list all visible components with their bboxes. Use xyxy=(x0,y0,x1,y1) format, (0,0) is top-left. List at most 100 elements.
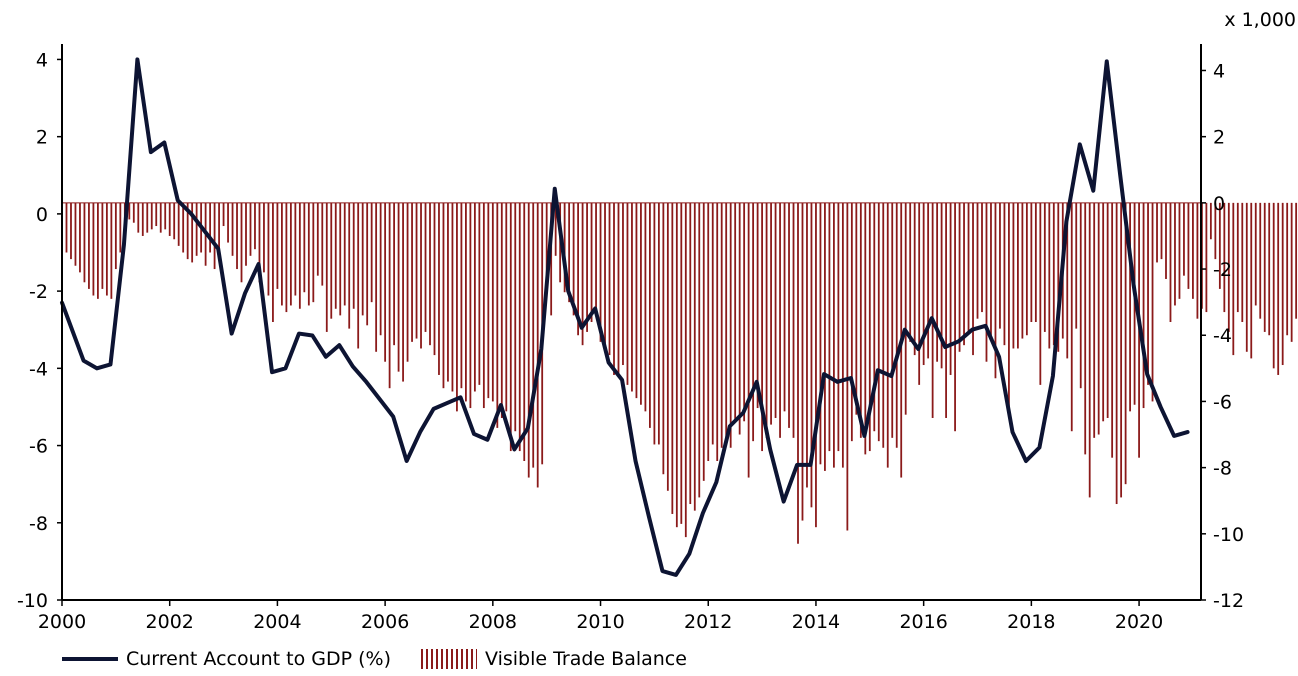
trade-balance-bar xyxy=(186,202,189,260)
trade-balance-bar xyxy=(563,202,566,293)
trade-balance-bar xyxy=(999,202,1001,329)
trade-balance-bar xyxy=(635,202,638,399)
trade-balance-bar xyxy=(797,202,799,544)
trade-balance-bar xyxy=(1021,202,1024,339)
trade-balance-bar xyxy=(649,202,651,428)
trade-balance-bar xyxy=(375,202,378,352)
trade-balance-bar xyxy=(595,202,597,313)
trade-balance-bar xyxy=(1084,202,1087,455)
trade-balance-bar xyxy=(79,202,81,273)
trade-balance-bar xyxy=(312,202,315,303)
trade-balance-bar xyxy=(1227,202,1230,332)
trade-balance-bar xyxy=(65,202,68,253)
trade-balance-bar xyxy=(613,202,615,375)
trade-balance-bar xyxy=(433,202,436,356)
trade-balance-bar xyxy=(415,202,418,339)
trade-balance-bar xyxy=(397,202,400,372)
trade-balance-bar xyxy=(518,202,521,452)
trade-balance-bar xyxy=(1272,202,1275,369)
trade-balance-bar xyxy=(236,202,238,270)
trade-balance-bar xyxy=(833,202,835,468)
right-tick-label: -8 xyxy=(1213,458,1232,480)
legend-bars-swatch xyxy=(421,649,477,669)
trade-balance-bar xyxy=(182,202,185,253)
trade-balance-bar xyxy=(774,202,777,418)
trade-balance-bar xyxy=(1205,202,1208,313)
trade-balance-bar xyxy=(514,202,517,432)
trade-balance-bar xyxy=(954,202,956,432)
trade-balance-bar xyxy=(1232,202,1235,356)
right-tick-label: -10 xyxy=(1213,524,1244,546)
trade-balance-bar xyxy=(1106,202,1109,418)
trade-balance-bar xyxy=(1236,202,1239,313)
trade-balance-bar xyxy=(747,202,750,478)
trade-balance-bar xyxy=(976,202,979,319)
trade-balance-bar xyxy=(173,202,176,240)
trade-balance-bar xyxy=(913,202,916,356)
trade-balance-bar xyxy=(334,202,337,309)
x-tick-label: 2018 xyxy=(1007,611,1055,633)
trade-balance-bar xyxy=(1281,202,1284,366)
trade-balance-bar xyxy=(720,202,723,448)
trade-balance-bar xyxy=(1039,202,1042,385)
trade-balance-bar xyxy=(532,202,535,468)
trade-balance-bar xyxy=(307,202,310,306)
trade-balance-bar xyxy=(963,202,965,346)
left-tick-label: -4 xyxy=(29,358,48,380)
x-tick-label: 2008 xyxy=(469,611,517,633)
trade-balance-bar xyxy=(424,202,427,332)
trade-balance-bar xyxy=(698,202,701,498)
trade-balance-bar xyxy=(442,202,445,389)
trade-balance-bar xyxy=(523,202,526,462)
trade-balance-bar xyxy=(738,202,741,435)
trade-balance-bar xyxy=(1088,202,1091,498)
trade-balance-bar xyxy=(352,202,355,309)
trade-balance-bar xyxy=(339,202,342,316)
x-tick-label: 2006 xyxy=(361,611,409,633)
trade-balance-bar xyxy=(1017,202,1019,349)
trade-balance-bar xyxy=(882,202,885,448)
trade-balance-bar xyxy=(1268,202,1271,336)
trade-balance-bar xyxy=(164,202,167,230)
trade-balance-bar xyxy=(918,202,921,385)
trade-balance-bar xyxy=(581,202,584,346)
trade-balance-bar xyxy=(922,202,925,366)
axes: 4 2 0 -2 -4 -6 -8 -10 4 2 0 -2 -4 -6 -8 -10 -12 2000 2002 2… xyxy=(17,44,1244,633)
trade-balance-bar xyxy=(545,202,548,286)
trade-balance-bar xyxy=(1043,202,1046,332)
trade-balance-bar xyxy=(671,202,674,514)
trade-balance-bar xyxy=(1259,202,1262,319)
trade-balance-bar xyxy=(1052,202,1055,346)
legend-item-current-account: Current Account to GDP (%) xyxy=(62,648,391,670)
trade-balance-bar xyxy=(451,202,454,392)
trade-balance-bar xyxy=(599,202,602,342)
trade-balance-bar xyxy=(662,202,665,475)
trade-balance-bar xyxy=(74,202,77,266)
trade-balance-bar xyxy=(209,202,211,253)
trade-balance-bar xyxy=(1120,202,1123,498)
trade-balance-bar xyxy=(438,202,440,375)
trade-balance-bar xyxy=(810,202,813,508)
right-tick-label: -12 xyxy=(1213,590,1244,612)
trade-balance-bar xyxy=(420,202,422,349)
trade-balance-bar xyxy=(1214,202,1217,260)
trade-balance-bar xyxy=(693,202,696,511)
trade-balance-bar xyxy=(985,202,988,362)
trade-balance-bar xyxy=(469,202,472,409)
trade-balance-bar xyxy=(770,202,772,425)
trade-balance-bar xyxy=(752,202,755,442)
trade-balance-bar xyxy=(384,202,387,362)
trade-balance-bar xyxy=(496,202,499,428)
trade-balance-bar xyxy=(631,202,633,392)
trade-balance-bar xyxy=(1254,202,1257,306)
trade-balance-bar xyxy=(972,202,974,356)
trade-balance-bar xyxy=(491,202,494,402)
trade-balance-bar xyxy=(1115,202,1118,505)
trade-balance-bar xyxy=(850,202,853,442)
trade-balance-bar xyxy=(281,202,283,306)
trade-balance-bar xyxy=(105,202,108,296)
chart: 4 2 0 -2 -4 -6 -8 -10 4 2 0 -2 -4 -6 -8 -10 -12 2000 2002 2… xyxy=(17,9,1298,633)
trade-balance-bar xyxy=(456,202,458,412)
x-tick-label: 2004 xyxy=(253,611,301,633)
trade-balance-bar xyxy=(240,202,243,283)
